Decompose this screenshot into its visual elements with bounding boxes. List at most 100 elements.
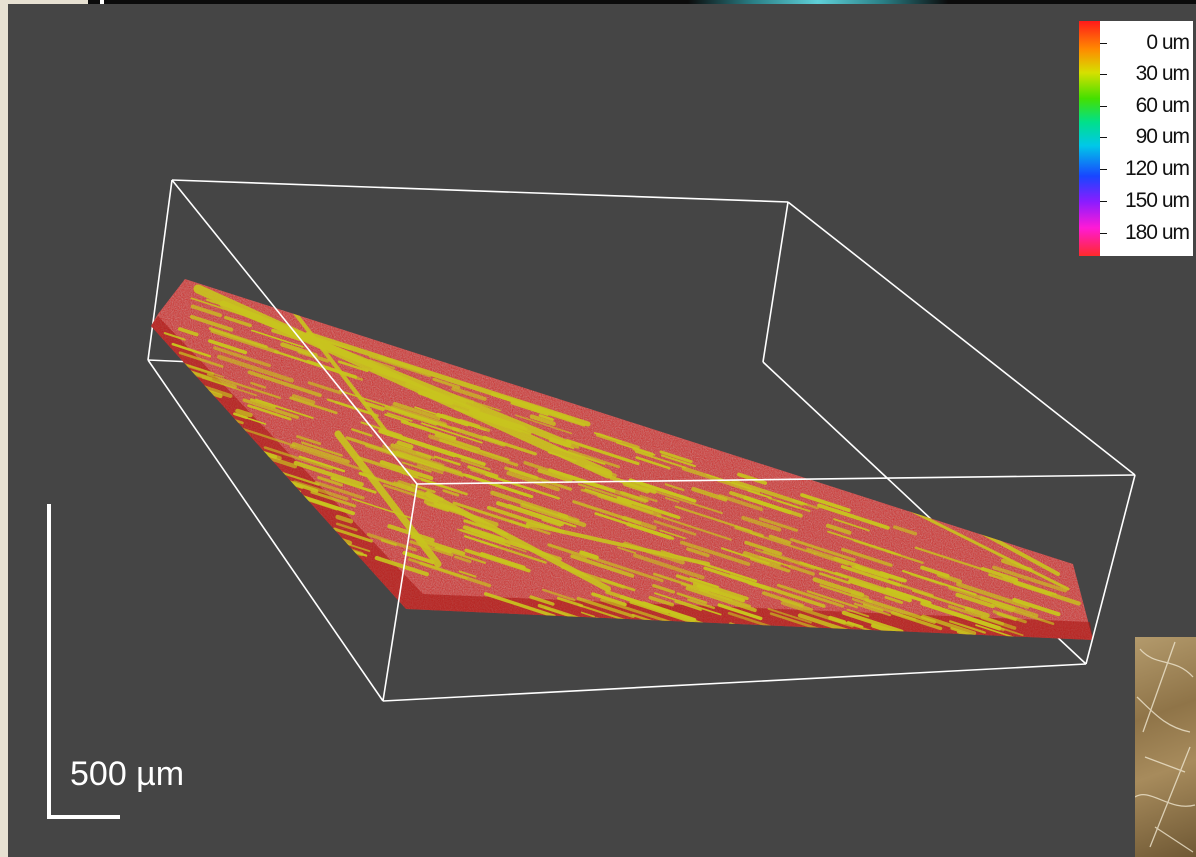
ridge-stroke — [452, 501, 530, 529]
ridge-stroke — [177, 397, 226, 415]
ridge-stroke — [846, 657, 901, 675]
ridge-stroke — [510, 400, 550, 416]
color-scale-gradient — [1079, 21, 1100, 256]
ridge-stroke — [206, 373, 281, 399]
ridge-stroke — [272, 508, 303, 521]
ridge-stroke — [173, 435, 198, 446]
ridge-stroke — [101, 417, 124, 424]
ridge-stroke — [183, 485, 223, 500]
ridge-stroke — [409, 540, 454, 557]
color-scale-label: 30 um — [1135, 62, 1190, 85]
ridge-stroke — [151, 422, 160, 439]
ridge-stroke — [1012, 597, 1061, 617]
ridge-stroke — [809, 688, 860, 704]
3d-viewer[interactable]: 0 um 30 um 60 um 90 um 120 um 150 um 180… — [8, 4, 1196, 857]
ridge-stroke — [838, 689, 883, 704]
ridge-stroke — [151, 449, 191, 473]
ridge-stroke — [556, 596, 584, 608]
ridge-stroke — [743, 495, 792, 515]
top-strip-glow — [688, 0, 948, 4]
ridge-stroke — [151, 358, 174, 380]
ridge-stroke — [766, 683, 792, 691]
ridge-stroke — [425, 491, 611, 592]
ridge-stroke — [601, 623, 617, 632]
ridge-stroke — [653, 520, 697, 536]
ridge-stroke — [151, 474, 166, 483]
ridge-stroke — [620, 491, 649, 503]
ridge-stroke — [541, 588, 576, 602]
ridge-stroke — [948, 620, 986, 634]
ridge-stroke — [869, 698, 895, 706]
ridge-stroke — [242, 398, 299, 420]
ridge-stroke — [923, 698, 952, 707]
ridge-stroke — [151, 357, 184, 386]
ridge-stroke — [277, 470, 320, 486]
ridge-stroke — [337, 360, 369, 373]
ridge-stroke — [401, 461, 432, 473]
ridge-stroke — [263, 446, 333, 471]
ridge-stroke — [660, 619, 738, 640]
ridge-stroke — [854, 689, 923, 712]
ridge-stroke — [676, 592, 708, 604]
ridge-stroke — [909, 702, 985, 727]
ridge-stroke — [846, 608, 870, 618]
ridge-stroke — [436, 447, 476, 462]
ridge-stroke — [151, 447, 214, 476]
ridge-stroke — [504, 466, 573, 491]
ridge-stroke — [837, 638, 880, 640]
ridge-stroke — [259, 508, 294, 521]
color-scale-label: 120 um — [1124, 157, 1190, 180]
ridge-stroke — [679, 540, 751, 566]
ridge-stroke — [924, 639, 982, 640]
ridge-stroke — [229, 486, 262, 499]
ridge-stroke — [674, 600, 702, 611]
color-scale-tick — [1100, 233, 1107, 234]
ridge-stroke — [827, 697, 871, 711]
ridge-stroke — [741, 515, 782, 532]
ridge-stroke — [634, 450, 687, 469]
ridge-stroke — [767, 607, 812, 624]
ridge-stroke — [547, 543, 588, 559]
ridge-stroke — [426, 502, 450, 512]
ridge-stroke — [729, 673, 803, 697]
ridge-stroke — [330, 476, 377, 494]
ridge-stroke — [452, 426, 506, 447]
ridge-stroke — [478, 449, 510, 462]
ridge-stroke — [883, 632, 906, 640]
ridge-stroke — [218, 491, 278, 514]
ridge-stroke — [190, 304, 223, 318]
ridge-stroke — [343, 542, 371, 552]
ridge-stroke — [980, 615, 1017, 630]
ridge-stroke — [727, 656, 804, 681]
ridge-stroke — [178, 351, 224, 368]
ridge-stroke — [317, 476, 343, 487]
ridge-stroke — [622, 481, 650, 494]
ridge-stroke — [895, 689, 928, 700]
ridge-stroke — [761, 591, 804, 608]
ridge-stroke — [407, 558, 468, 580]
ridge-stroke — [841, 610, 904, 634]
ridge-stroke — [696, 584, 745, 603]
ridge-stroke — [392, 401, 441, 421]
ridge-stroke — [464, 548, 531, 573]
ridge-stroke — [163, 332, 186, 341]
ridge-stroke — [659, 529, 686, 540]
ridge-stroke — [157, 478, 182, 488]
ridge-stroke — [837, 687, 912, 711]
ridge-stroke — [296, 435, 322, 446]
ridge-stroke — [659, 450, 693, 464]
ridge-stroke — [333, 527, 373, 543]
ridge-stroke — [726, 639, 807, 640]
ridge-stroke — [853, 539, 896, 555]
color-scale-label: 0 um — [1146, 31, 1190, 54]
ridge-stroke — [847, 621, 864, 628]
ridge-stroke — [633, 553, 705, 580]
color-scale-label: 180 um — [1124, 221, 1190, 244]
ridge-stroke — [247, 370, 322, 398]
ridge-stroke — [863, 697, 891, 706]
ridge-stroke — [291, 394, 316, 405]
scale-bar-horizontal — [47, 815, 120, 819]
ridge-stroke — [39, 436, 116, 461]
ridge-stroke — [293, 460, 364, 487]
ridge-stroke — [811, 692, 848, 704]
